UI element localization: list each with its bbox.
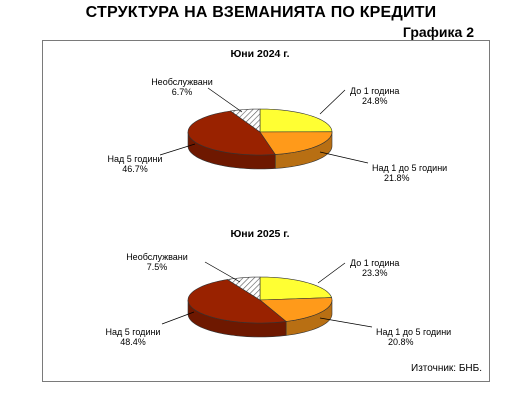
slice-over-5-years	[187, 110, 276, 156]
slice-label-over-5-years: Над 5 години	[108, 154, 163, 164]
slice-up-to-1-year	[259, 108, 333, 133]
pie-top	[187, 108, 333, 156]
slice-value-over-5-years: 48.4%	[120, 337, 146, 347]
leader-line-up-to-1-year	[319, 89, 346, 115]
slice-label-up-to-1-year: До 1 година	[350, 258, 399, 268]
leader-line-over-5-years	[161, 311, 195, 325]
slice-1-to-5-years	[259, 131, 333, 155]
slice-label-non-performing: Необслужвани	[126, 252, 188, 262]
slice-label-over-5-years: Над 5 години	[106, 327, 161, 337]
leader-line-over-5-years	[159, 143, 196, 156]
slice-non-performing	[229, 108, 261, 133]
slice-value-1-to-5-years: 21.8%	[384, 173, 410, 183]
pie-title: Юни 2025 г.	[230, 228, 289, 240]
figure-label: Графика 2	[402, 24, 474, 40]
slice-value-non-performing: 7.5%	[147, 262, 168, 272]
pie-title: Юни 2024 г.	[230, 48, 289, 60]
slice-value-non-performing: 6.7%	[172, 87, 193, 97]
slice-non-performing	[226, 276, 261, 301]
pie-top	[187, 276, 333, 324]
slice-label-up-to-1-year: До 1 година	[350, 86, 399, 96]
chart-frame	[42, 40, 490, 382]
slice-over-5-years	[187, 279, 287, 324]
leader-line-non-performing	[207, 87, 243, 113]
leader-line-up-to-1-year	[317, 262, 346, 284]
chart-main-title: СТРУКТУРА НА ВЗЕМАНИЯТА ПО КРЕДИТИ	[85, 4, 437, 21]
slice-label-non-performing: Необслужвани	[151, 77, 213, 87]
source-note: Източник: БНБ.	[411, 363, 482, 374]
slice-label-1-to-5-years: Над 1 до 5 години	[376, 327, 451, 337]
slice-up-to-1-year	[259, 276, 333, 301]
slice-value-up-to-1-year: 24.8%	[362, 96, 388, 106]
slice-value-over-5-years: 46.7%	[122, 164, 148, 174]
leader-line-1-to-5-years	[319, 317, 373, 328]
slice-label-1-to-5-years: Над 1 до 5 години	[372, 163, 447, 173]
slice-value-up-to-1-year: 23.3%	[362, 268, 388, 278]
leader-line-non-performing	[204, 261, 241, 283]
slice-1-to-5-years	[259, 297, 333, 322]
leader-line-1-to-5-years	[319, 151, 369, 164]
slice-value-1-to-5-years: 20.8%	[388, 337, 414, 347]
